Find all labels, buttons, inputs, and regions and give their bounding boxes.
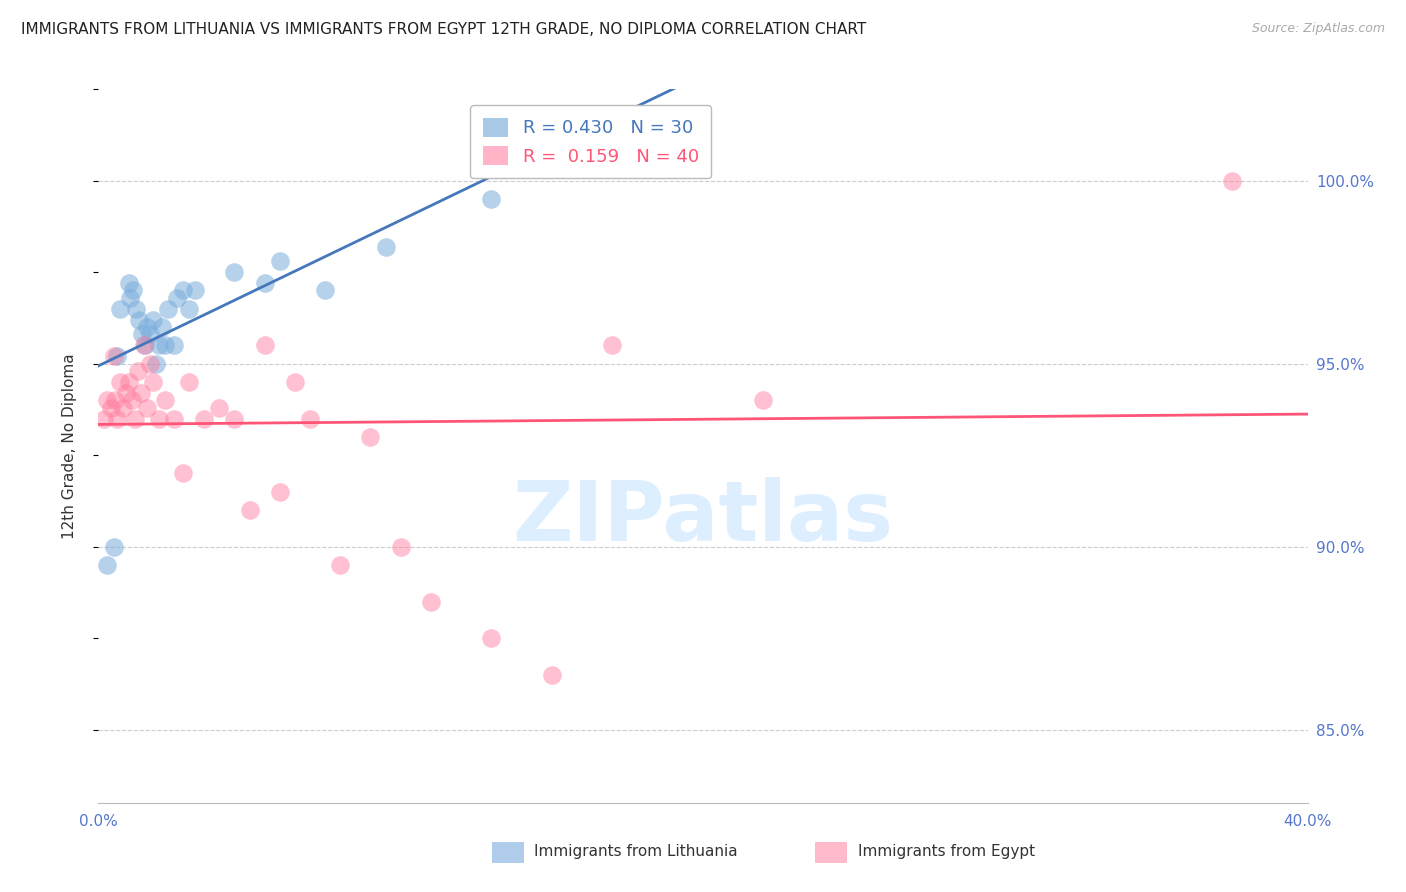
Point [153,338,176,352]
Text: Source: ZipAtlas.com: Source: ZipAtlas.com [1251,22,1385,36]
Point [96,558,118,572]
Point [103,540,125,554]
Point [111,401,134,415]
Point [122,284,145,298]
Point [253,338,276,352]
Point [108,375,131,389]
Text: IMMIGRANTS FROM LITHUANIA VS IMMIGRANTS FROM EGYPT 12TH GRADE, NO DIPLOMA CORREL: IMMIGRANTS FROM LITHUANIA VS IMMIGRANTS … [21,22,866,37]
Point [127,364,149,378]
Point [602,338,624,352]
Point [389,540,412,554]
Point [148,411,170,425]
Point [329,558,352,572]
Point [128,312,150,326]
Point [121,393,143,408]
Point [120,291,142,305]
Point [481,192,503,206]
Point [172,284,194,298]
Point [125,301,148,316]
Point [139,357,162,371]
Point [166,291,188,305]
Point [153,393,176,408]
Point [114,386,136,401]
Point [135,401,157,415]
Point [129,386,152,401]
Point [135,320,157,334]
Point [179,375,201,389]
Point [299,411,322,425]
Point [172,467,194,481]
Point [124,411,146,425]
Legend: R = 0.430   N = 30, R =  0.159   N = 40: R = 0.430 N = 30, R = 0.159 N = 40 [470,105,711,178]
Point [131,327,153,342]
Point [108,301,131,316]
Point [752,393,775,408]
Point [224,265,246,279]
Text: Immigrants from Lithuania: Immigrants from Lithuania [534,845,738,859]
Point [269,254,291,268]
Point [239,503,262,517]
Point [208,401,231,415]
Point [193,411,215,425]
Point [179,301,201,316]
Point [148,338,170,352]
Point [253,276,276,290]
Point [134,338,156,352]
Point [224,411,246,425]
Point [150,320,173,334]
Point [1220,174,1243,188]
Point [132,338,155,352]
Point [103,349,125,363]
Text: Immigrants from Egypt: Immigrants from Egypt [858,845,1035,859]
Point [481,631,503,645]
Y-axis label: 12th Grade, No Diploma: 12th Grade, No Diploma [62,353,77,539]
Point [269,484,291,499]
Text: ZIPatlas: ZIPatlas [513,477,893,558]
Point [156,301,179,316]
Point [142,375,165,389]
Point [139,327,162,342]
Point [145,357,167,371]
Point [105,411,128,425]
Point [105,349,128,363]
Point [420,594,443,608]
Point [360,430,382,444]
Point [118,375,141,389]
Point [118,276,141,290]
Point [314,284,336,298]
Point [163,411,186,425]
Point [96,393,118,408]
Point [163,338,186,352]
Point [374,239,396,253]
Point [100,401,122,415]
Point [93,411,115,425]
Point [104,393,127,408]
Point [184,284,207,298]
Point [284,375,307,389]
Point [142,312,165,326]
Point [541,667,564,681]
